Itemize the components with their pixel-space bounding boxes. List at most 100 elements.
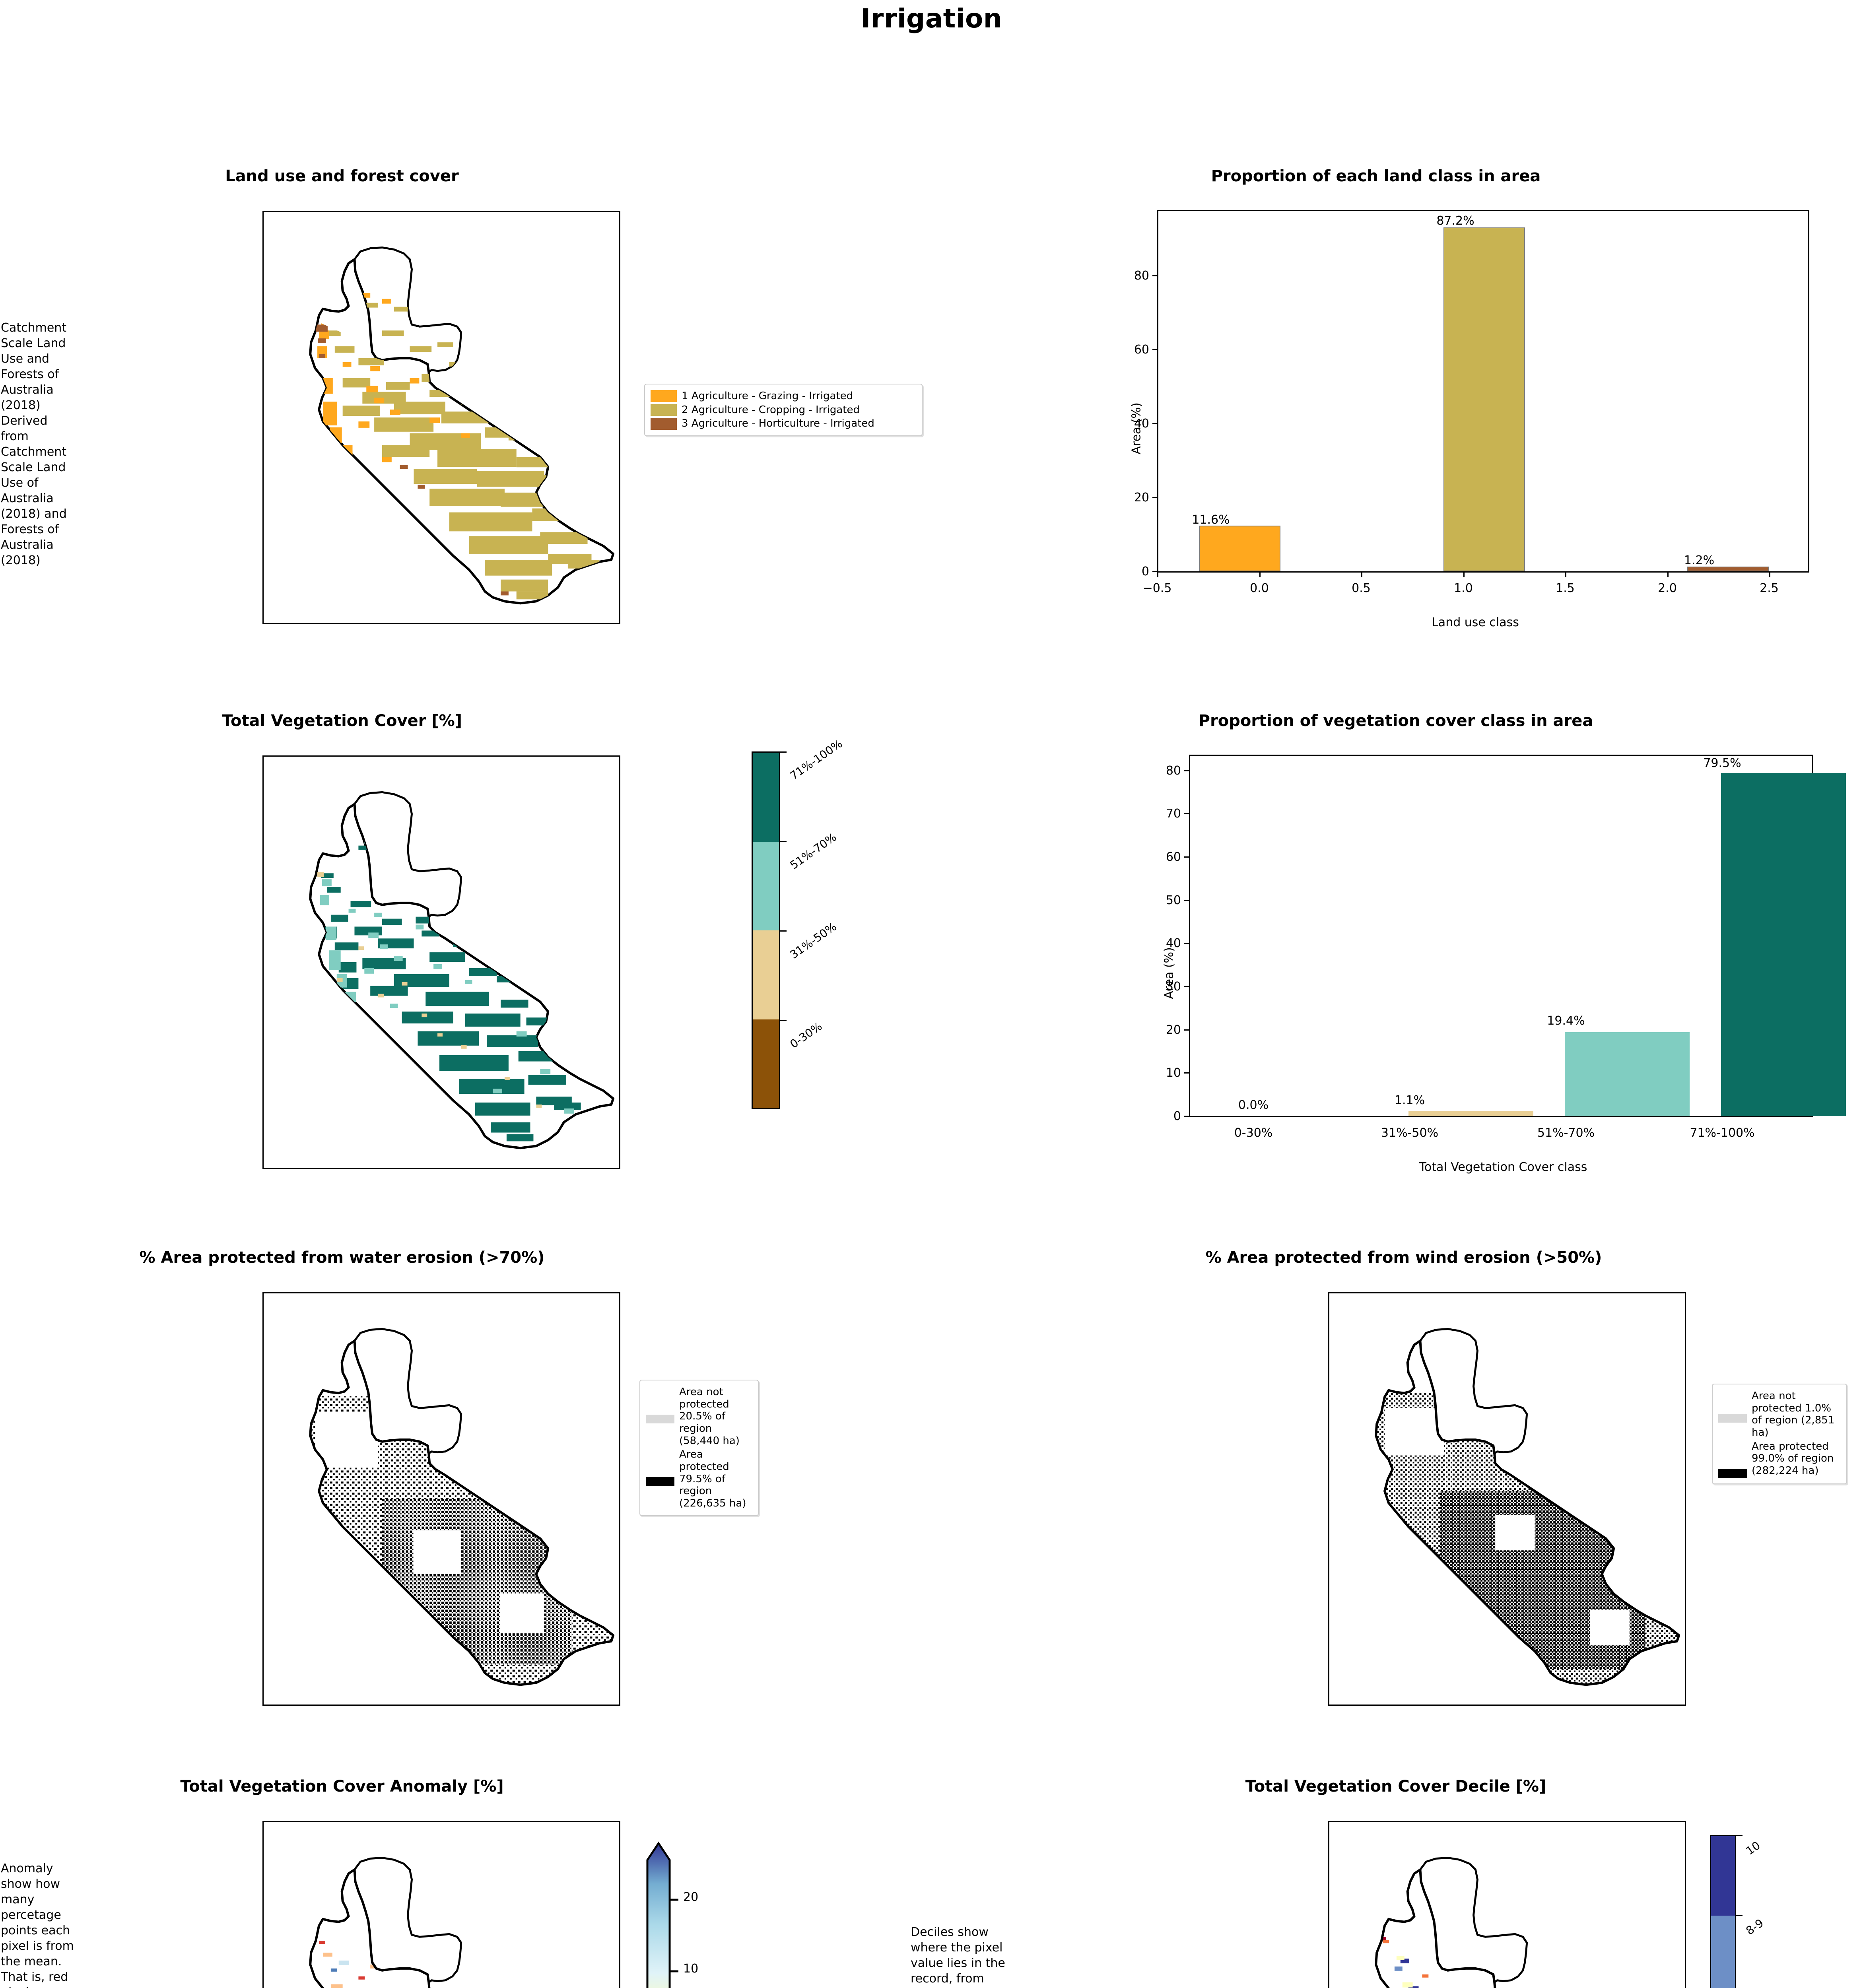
axis-tick bbox=[262, 1146, 264, 1147]
legend-item: 3 Agriculture - Horticulture - Irrigated bbox=[651, 417, 916, 430]
panel-land-class-chart: Proportion of each land class in area Ar… bbox=[931, 167, 1863, 664]
axis-tick bbox=[262, 947, 264, 949]
wind-erosion-title: % Area protected from wind erosion (>50%… bbox=[1205, 1248, 1602, 1267]
land-class-chart-title: Proportion of each land class in area bbox=[1211, 167, 1541, 185]
axis-tick bbox=[262, 1534, 264, 1535]
axis-tick bbox=[1152, 275, 1157, 276]
bar-land-class-2 bbox=[1687, 567, 1769, 571]
y-tick-label: 40 bbox=[1134, 417, 1149, 431]
axis-tick bbox=[1328, 1633, 1329, 1635]
axis-tick bbox=[262, 303, 264, 305]
axis-tick bbox=[1328, 1435, 1329, 1436]
axis-tick bbox=[1184, 770, 1189, 771]
axis-tick bbox=[1425, 1705, 1426, 1706]
axis-tick bbox=[262, 1914, 264, 1915]
axis-tick bbox=[262, 997, 264, 998]
bar-veg-class-1 bbox=[1408, 1111, 1533, 1116]
legend-item: 1 Agriculture - Grazing - Irrigated bbox=[651, 390, 916, 402]
colorbar-tick bbox=[1736, 1835, 1743, 1836]
axis-tick bbox=[262, 452, 264, 454]
axis-tick bbox=[295, 623, 297, 624]
axis-tick bbox=[262, 1484, 264, 1485]
y-tick-label: 30 bbox=[1166, 980, 1181, 994]
y-tick-label: 80 bbox=[1134, 269, 1149, 283]
land-use-note: Catchment Scale Land Use and Forests of … bbox=[1, 321, 67, 567]
axis-tick bbox=[262, 1633, 264, 1635]
x-tick-label: 1.5 bbox=[1556, 581, 1575, 595]
axis-tick bbox=[262, 353, 264, 354]
axis-tick bbox=[295, 1705, 297, 1706]
axis-tick bbox=[1328, 1534, 1329, 1535]
veg-cover-title: Total Vegetation Cover [%] bbox=[221, 712, 462, 730]
axis-tick bbox=[359, 1705, 360, 1706]
colorbar-tick-label: 20 bbox=[683, 1890, 699, 1904]
axis-tick bbox=[262, 898, 264, 899]
axis-tick bbox=[262, 1047, 264, 1048]
legend-color-swatch bbox=[646, 1415, 674, 1423]
legend-color-swatch bbox=[1718, 1469, 1747, 1478]
veg-class-chart-title: Proportion of vegetation cover class in … bbox=[1198, 712, 1593, 730]
colorbar-label: 51%-70% bbox=[787, 830, 839, 872]
axis-tick bbox=[1152, 423, 1157, 424]
y-tick-label: 60 bbox=[1134, 343, 1149, 357]
colorbar-tick bbox=[780, 1020, 787, 1021]
axis-tick bbox=[1184, 1029, 1189, 1031]
axis-tick bbox=[262, 1683, 264, 1684]
colorbar-segment bbox=[753, 930, 779, 1019]
veg-class-chart-plot bbox=[1189, 755, 1846, 1117]
legend-item-label: 1 Agriculture - Grazing - Irrigated bbox=[682, 390, 853, 402]
land-use-raster bbox=[316, 293, 600, 600]
axis-tick bbox=[262, 502, 264, 503]
bar-value-label: 79.5% bbox=[1703, 756, 1741, 770]
legend-item: 2 Agriculture - Cropping - Irrigated bbox=[651, 404, 916, 416]
page-title: Irrigation bbox=[861, 3, 1002, 34]
axis-tick bbox=[1769, 573, 1770, 577]
axis-tick bbox=[295, 1168, 297, 1169]
axis-tick bbox=[262, 1864, 264, 1865]
axis-tick bbox=[1488, 1705, 1490, 1706]
axis-tick bbox=[262, 254, 264, 255]
y-tick-label: 60 bbox=[1166, 850, 1181, 864]
legend-color-swatch bbox=[646, 1477, 674, 1486]
colorbar-label: 31%-50% bbox=[787, 920, 839, 962]
colorbar-tick-label: 10 bbox=[683, 1962, 699, 1976]
y-tick-label: 50 bbox=[1166, 893, 1181, 907]
axis-tick bbox=[359, 623, 360, 624]
axis-tick bbox=[1328, 1385, 1329, 1386]
axis-tick bbox=[262, 798, 264, 800]
colorbar-segment bbox=[753, 1019, 779, 1108]
axis-tick bbox=[423, 1705, 424, 1706]
legend-item-label: Area not protected 1.0% of region (2,851… bbox=[1752, 1390, 1835, 1439]
catchment-outline bbox=[309, 791, 615, 1149]
legend-color-swatch bbox=[651, 417, 677, 430]
axis-tick bbox=[1184, 943, 1189, 944]
axis-tick bbox=[1328, 1963, 1329, 1965]
decile-colorbar bbox=[1710, 1835, 1736, 1988]
axis-tick bbox=[1152, 497, 1157, 498]
colorbar-label: 8-9 bbox=[1743, 1916, 1766, 1938]
axis-tick bbox=[1328, 1914, 1329, 1915]
water-erosion-map bbox=[262, 1292, 620, 1706]
panel-veg-class-chart: Proportion of vegetation cover class in … bbox=[931, 712, 1863, 1209]
axis-tick bbox=[1184, 813, 1189, 814]
legend-item-label: Area protected 99.0% of region (282,224 … bbox=[1752, 1440, 1834, 1477]
axis-tick bbox=[1361, 1705, 1362, 1706]
axis-tick bbox=[1671, 1705, 1673, 1706]
axis-tick bbox=[262, 403, 264, 404]
colorbar-segment bbox=[753, 753, 779, 842]
bar-value-label: 1.1% bbox=[1394, 1093, 1425, 1107]
anomaly-title: Total Vegetation Cover Anomaly [%] bbox=[180, 1777, 504, 1796]
veg-cover-map bbox=[262, 755, 620, 1169]
colorbar-tick bbox=[1736, 1915, 1743, 1916]
x-tick-label: 2.0 bbox=[1658, 581, 1677, 595]
axis-tick bbox=[1565, 573, 1566, 577]
anomaly-map bbox=[262, 1821, 620, 1988]
water-erosion-raster bbox=[310, 1396, 614, 1685]
legend-item-label: Area protected 79.5% of region (226,635 … bbox=[679, 1448, 746, 1510]
x-tick-label: 71%-100% bbox=[1690, 1126, 1755, 1140]
axis-tick bbox=[550, 623, 551, 624]
legend-color-swatch bbox=[1718, 1414, 1747, 1423]
axis-tick bbox=[359, 1168, 360, 1169]
axis-tick bbox=[606, 1168, 607, 1169]
anomaly-colorbar bbox=[646, 1841, 678, 1988]
